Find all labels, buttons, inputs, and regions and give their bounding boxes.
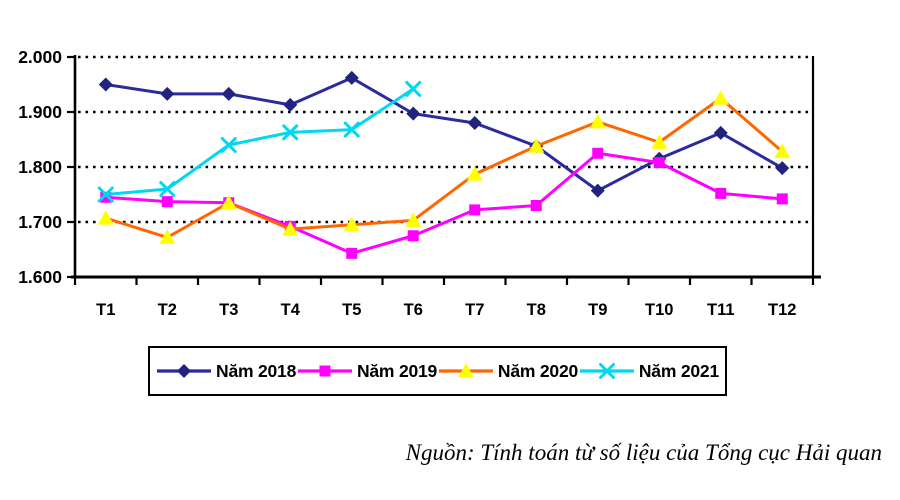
marker-x [159,181,176,197]
marker-triangle [589,113,606,129]
marker-square [530,200,542,211]
x-tick-label: T4 [281,301,301,319]
chart-legend: Năm 2018 Năm 2019 Năm 2020 Năm 2021 [148,346,727,396]
legend-item-năm-2020: Năm 2020 [438,361,578,382]
marker-square [653,157,665,169]
marker-triangle [343,216,360,232]
marker-square [715,187,727,199]
marker-triangle [712,90,729,105]
legend-marker-x-icon [579,363,634,379]
y-tick-label: 1.900 [18,102,62,122]
marker-x [405,80,422,97]
legend-label: Năm 2019 [356,360,438,381]
legend-marker-square-icon [297,365,352,377]
x-tick-label: T10 [645,301,673,319]
marker-x [97,186,114,203]
x-tick-label: T8 [527,301,546,319]
series-năm-2021 [97,80,422,203]
marker-triangle [159,229,176,244]
marker-triangle [457,363,474,378]
marker-square [161,196,173,208]
marker-triangle [466,166,483,181]
series-năm-2018 [98,70,790,198]
marker-triangle [97,210,114,225]
marker-x [598,363,615,379]
legend-marker-diamond-icon [157,364,211,378]
marker-triangle [528,138,545,153]
x-tick-label: T2 [158,301,177,319]
marker-triangle [651,134,668,149]
x-tick-label: T5 [342,301,361,319]
legend-marker-triangle-icon [438,363,493,378]
marker-x [282,124,299,141]
y-tick-label: 1.800 [18,157,62,177]
x-tick-label: T3 [219,301,238,319]
legend-label: Năm 2018 [216,360,297,381]
marker-triangle [405,212,422,227]
marker-x [343,121,360,138]
source-note: Nguồn: Tính toán từ số liệu của Tổng cục… [405,440,882,465]
series-line [104,151,784,255]
x-tick-label: T12 [768,301,796,319]
x-tick-label: T6 [404,301,423,319]
series-line [104,76,784,193]
marker-diamond [590,183,605,198]
y-tick-label: 1.700 [18,212,62,232]
y-tick-label: 2.000 [18,47,62,67]
marker-diamond [344,70,359,85]
legend-item-năm-2018: Năm 2018 [156,361,296,382]
legend-label: Năm 2020 [497,360,579,381]
y-tick-label: 1.600 [18,267,62,287]
marker-diamond [467,116,482,130]
marker-square [346,247,358,259]
legend-label: Năm 2021 [638,360,719,381]
marker-diamond [98,77,113,92]
legend-item-năm-2021: Năm 2021 [579,361,719,382]
line-chart: 1.600 1.700 1.800 1.900 2.000 T1 T2 T3 T4 T5 T6 T7 T… [18,47,821,319]
series-line [104,96,784,239]
x-tick-label: T11 [707,301,735,319]
marker-square [100,191,112,203]
marker-square [469,204,481,216]
marker-square [592,147,604,159]
marker-diamond [221,86,236,101]
marker-diamond [177,364,191,378]
marker-square [319,365,331,377]
series-năm-2020 [97,90,791,244]
marker-diamond [775,161,790,176]
legend-item-năm-2019: Năm 2019 [297,361,437,382]
marker-triangle [282,221,299,236]
marker-diamond [713,125,728,140]
marker-diamond [406,106,421,121]
marker-triangle [220,194,237,210]
marker-triangle [774,143,791,159]
marker-diamond [160,86,175,101]
marker-square [776,193,788,205]
x-tick-label: T7 [465,301,484,319]
marker-square [407,230,419,242]
marker-x [220,137,237,153]
x-tick-label: T1 [96,301,115,319]
marker-diamond [283,97,298,112]
x-tick-label: T9 [588,301,607,319]
series-line [104,87,415,196]
